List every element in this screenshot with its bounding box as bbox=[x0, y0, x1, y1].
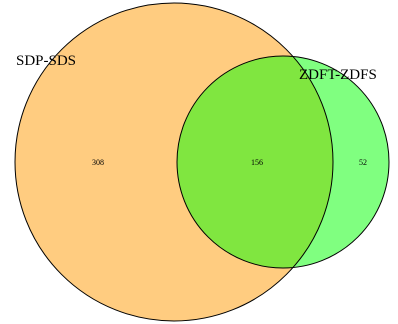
set-b-outline bbox=[176, 55, 390, 269]
intersection-region bbox=[177, 56, 333, 268]
set-a-outline bbox=[14, 2, 334, 322]
count-both: 156 bbox=[251, 158, 263, 167]
set-a-label: SDP-SDS bbox=[16, 53, 76, 69]
count-only-a: 308 bbox=[92, 158, 104, 167]
count-only-b: 52 bbox=[359, 158, 367, 167]
set-b-label: ZDFT-ZDFS bbox=[299, 67, 377, 83]
